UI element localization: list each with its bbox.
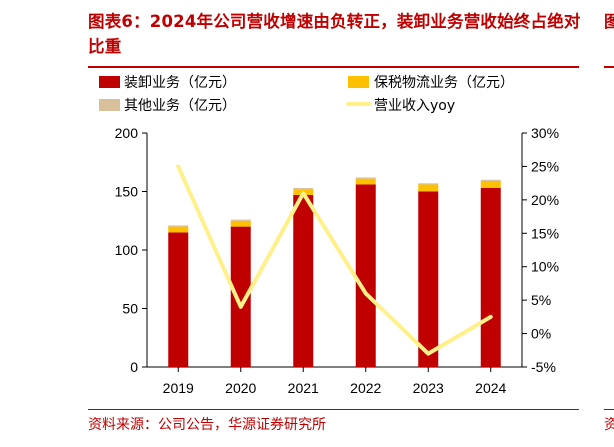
bar-other-2019 (168, 225, 189, 227)
right-y-tick-label-1: 0% (531, 326, 551, 342)
left-y-tick-label-0: 0 (130, 359, 138, 375)
right-y-tick-label-7: 30% (531, 125, 559, 141)
bar-bonded-logistics-2019 (168, 226, 189, 233)
legend-label-1: 保税物流业务（亿元） (374, 75, 514, 91)
bar-bonded-logistics-2020 (230, 220, 251, 227)
right-y-tick-label-5: 20% (531, 192, 559, 208)
x-tick-label-2024: 2024 (475, 380, 506, 396)
x-tick-label-2019: 2019 (163, 380, 194, 396)
neighbor-source-fragment: 资 (604, 417, 614, 433)
right-y-tick-label-0: -5% (531, 359, 556, 375)
source-note: 资料来源：公司公告，华源证券研究所 (88, 417, 326, 433)
left-y-tick-label-4: 200 (115, 125, 139, 141)
bar-loading-2019 (168, 232, 189, 367)
yoy-point-2022 (364, 291, 368, 295)
bar-loading-2022 (355, 184, 376, 367)
bar-loading-2023 (418, 191, 439, 367)
source-divider (88, 409, 579, 410)
figure-title: 图表6：2024年公司营收增速由负转正，装卸业务营收始终占绝对比重 (88, 12, 581, 56)
bar-other-2024 (480, 179, 501, 181)
neighbor-source-divider (604, 409, 614, 410)
yoy-point-2019 (176, 164, 180, 168)
bar-loading-2024 (480, 187, 501, 367)
bar-loading-2021 (293, 195, 314, 367)
yoy-line (176, 164, 493, 356)
title-divider (88, 66, 579, 68)
bar-bonded-logistics-2023 (418, 184, 439, 192)
bar-bonded-logistics-2022 (355, 178, 376, 185)
bar-bonded-logistics-2024 (480, 180, 501, 188)
bar-loading-2020 (230, 226, 251, 367)
left-y-tick-label-2: 100 (115, 242, 139, 258)
bar-other-2021 (293, 187, 314, 190)
x-tick-label-2022: 2022 (350, 380, 381, 396)
right-y-tick-label-3: 10% (531, 259, 559, 275)
right-y-tick-label-6: 25% (531, 158, 559, 174)
legend-label-3: 营业收入yoy (374, 98, 455, 114)
legend-swatch-0 (99, 76, 120, 88)
legend-swatch-1 (348, 76, 369, 88)
left-y-tick-label-3: 150 (115, 184, 139, 200)
bar-other-2023 (418, 183, 439, 185)
yoy-point-2021 (301, 191, 305, 195)
legend-label-0: 装卸业务（亿元） (124, 75, 236, 91)
yoy-point-2024 (489, 315, 493, 319)
legend-label-2: 其他业务（亿元） (124, 98, 236, 114)
neighbor-title-divider (604, 66, 614, 68)
legend-swatch-2 (99, 99, 120, 111)
neighbor-title-fragment: 图 (604, 12, 614, 31)
left-y-tick-label-1: 50 (122, 301, 138, 317)
right-y-tick-label-4: 15% (531, 225, 559, 241)
x-tick-label-2021: 2021 (288, 380, 319, 396)
yoy-point-2023 (426, 352, 430, 356)
yoy-point-2020 (239, 305, 243, 309)
right-y-tick-label-2: 5% (531, 292, 551, 308)
x-tick-label-2023: 2023 (413, 380, 444, 396)
bar-other-2022 (355, 177, 376, 179)
x-tick-label-2020: 2020 (225, 380, 256, 396)
bar-other-2020 (230, 219, 251, 221)
